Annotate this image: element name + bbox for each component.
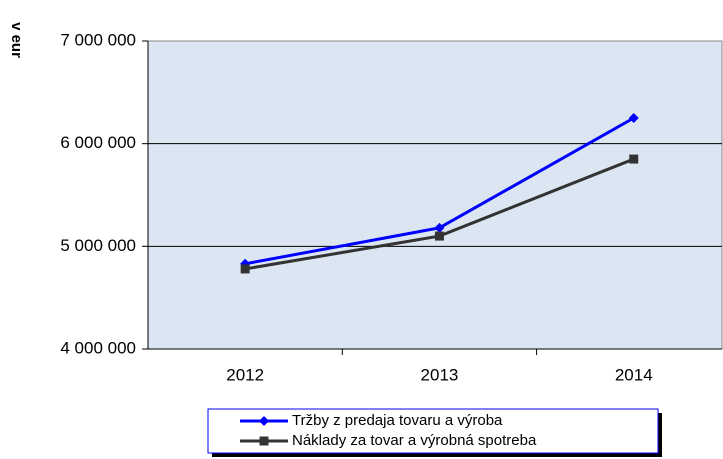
x-tick-label: 2013 xyxy=(421,365,459,384)
y-tick-label: 5 000 000 xyxy=(60,236,136,255)
point xyxy=(628,113,639,123)
y-tick-label: 6 000 000 xyxy=(60,133,136,152)
x-tick-label: 2012 xyxy=(226,365,264,384)
legend-label: Tržby z predaja tovaru a výroba xyxy=(292,412,503,429)
legend-label: Náklady za tovar a výrobná spotreba xyxy=(292,432,537,449)
plot-area xyxy=(147,40,723,350)
point xyxy=(259,416,269,426)
legend-box xyxy=(207,408,659,454)
point xyxy=(434,222,445,233)
y-tick-label: 7 000 000 xyxy=(60,30,136,49)
point xyxy=(259,436,269,446)
y-axis-label: v eur xyxy=(8,22,25,58)
y-tick-label: 4 000 000 xyxy=(60,338,136,357)
point xyxy=(629,154,639,164)
point xyxy=(240,264,250,274)
point xyxy=(434,231,444,241)
x-tick-label: 2014 xyxy=(615,365,653,384)
